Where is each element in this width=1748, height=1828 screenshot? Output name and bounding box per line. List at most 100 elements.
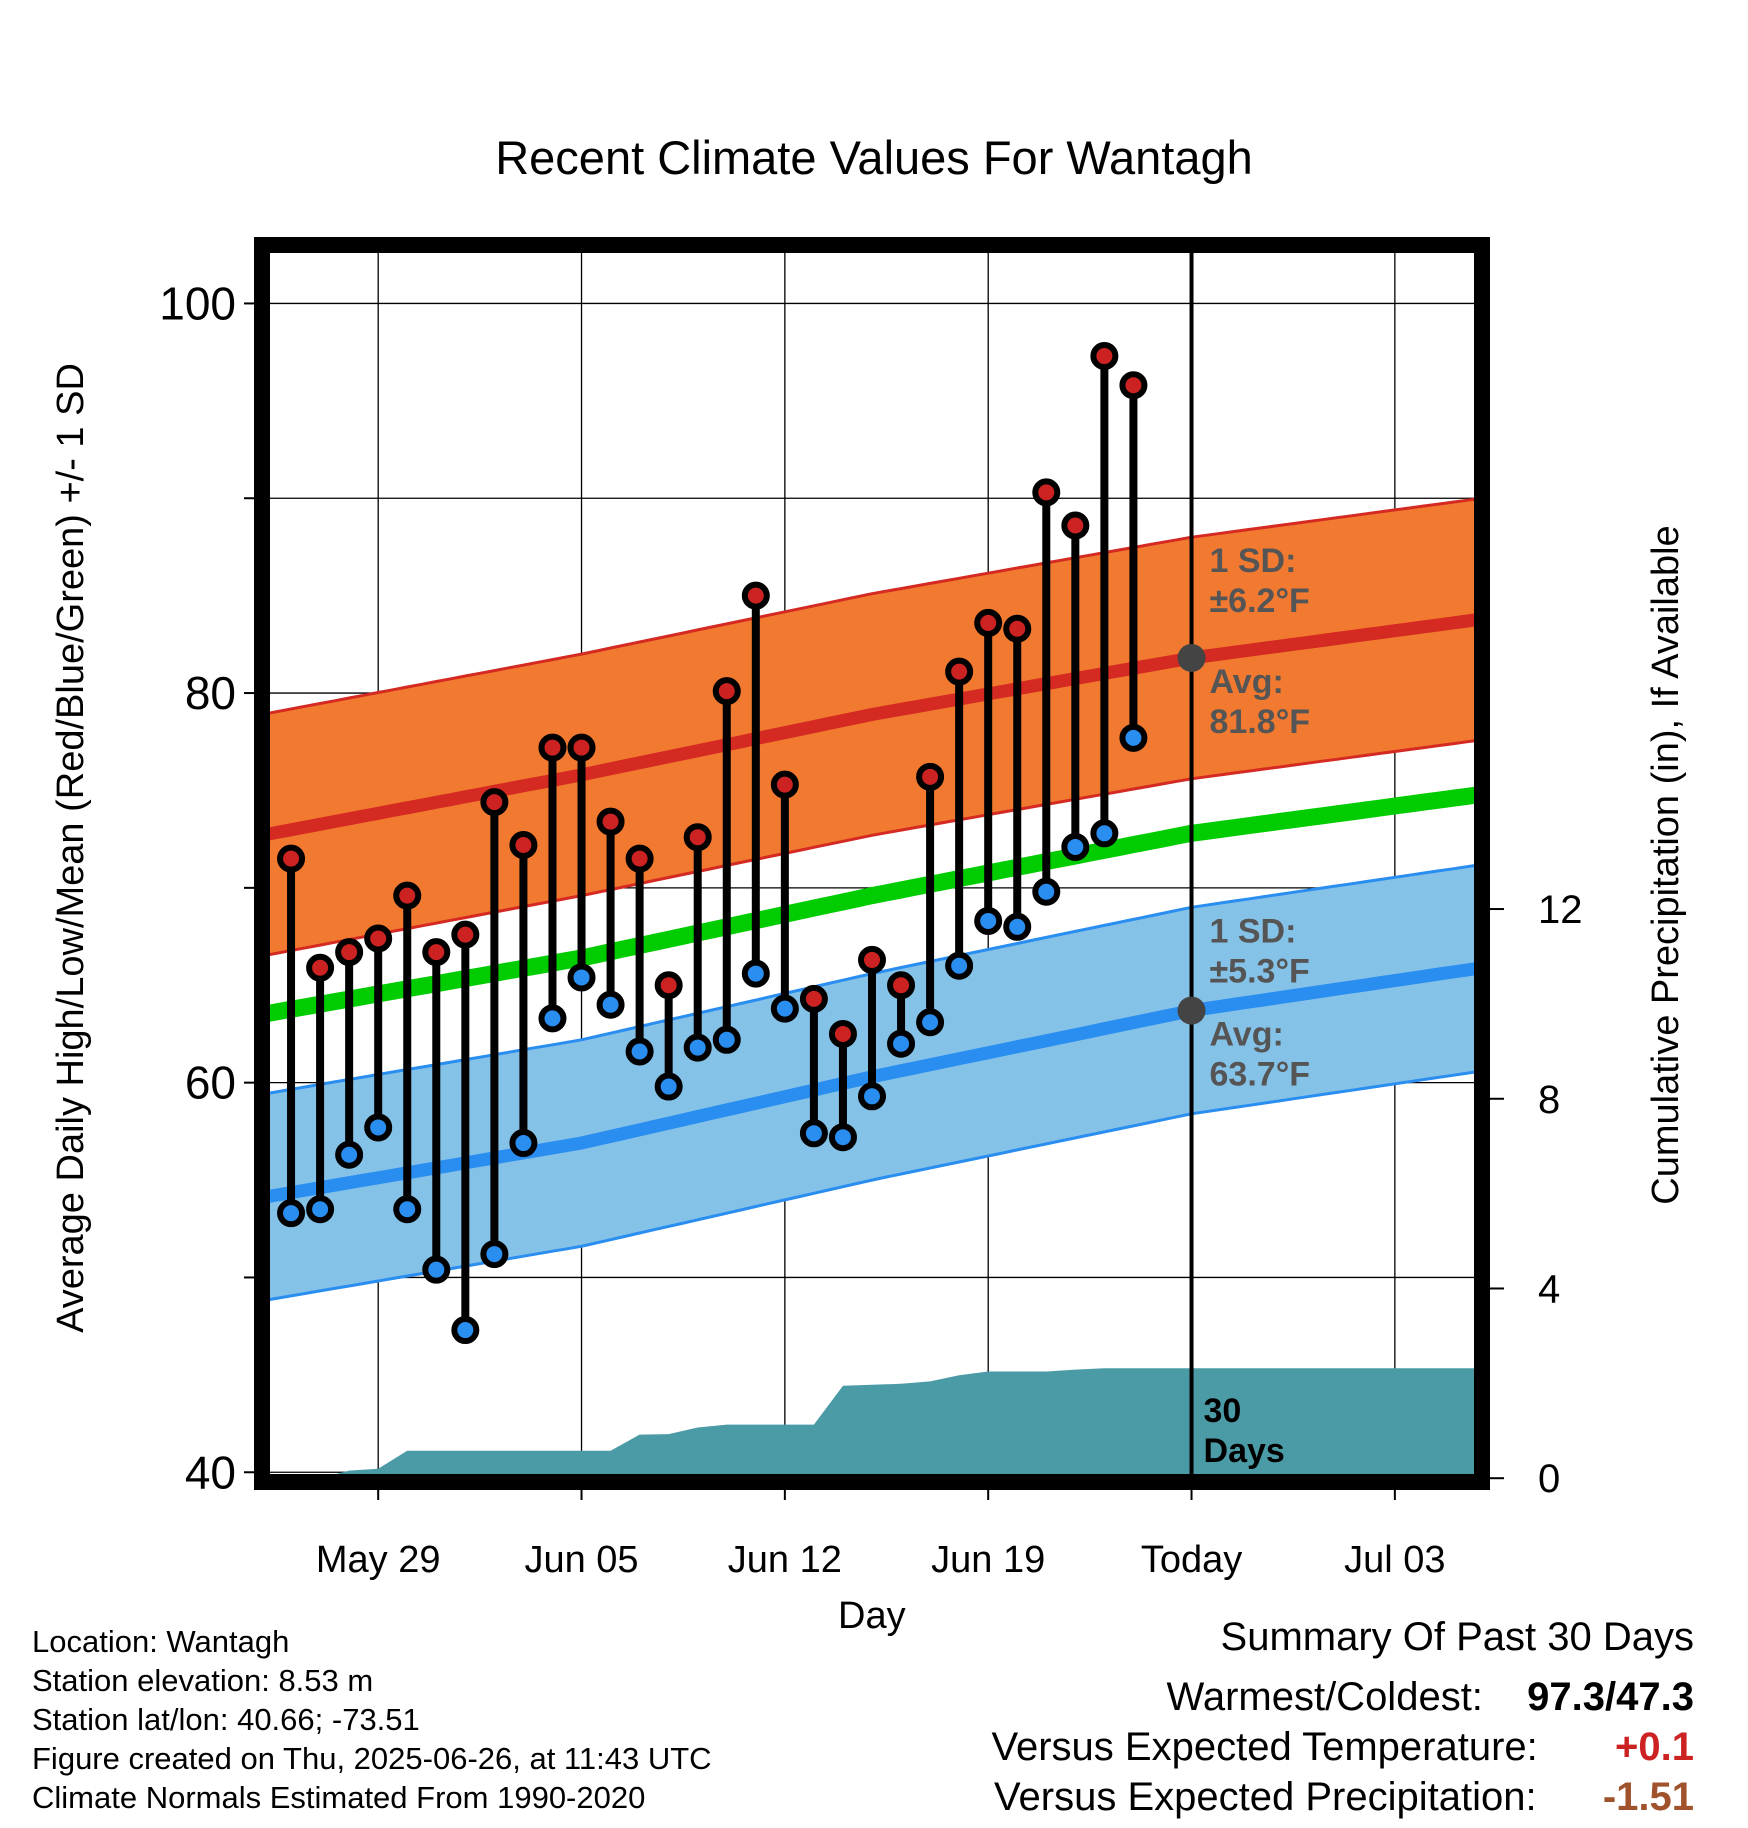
info-elevation: Station elevation: 8.53 m: [32, 1663, 374, 1698]
daily-high-marker: [683, 823, 712, 852]
daily-low-marker: [916, 1008, 945, 1037]
daily-low-marker: [1090, 819, 1119, 848]
daily-high-marker: [538, 733, 567, 762]
low-avg-today-dot: [1177, 996, 1206, 1025]
daily-low-marker: [799, 1119, 828, 1148]
daily-low-marker: [828, 1123, 857, 1152]
daily-low-marker: [1003, 912, 1032, 941]
x-tick-label: Today: [1141, 1539, 1242, 1581]
info-latlon: Station lat/lon: 40.66; -73.51: [32, 1702, 420, 1737]
daily-low-marker: [277, 1199, 306, 1228]
daily-high-marker: [712, 677, 741, 706]
daily-high-marker: [625, 844, 654, 873]
temp-anomaly-value: +0.1: [1615, 1725, 1694, 1769]
daily-high-marker: [393, 881, 422, 910]
daily-low-marker: [945, 951, 974, 980]
daily-high-marker: [596, 807, 625, 836]
chart-title: Recent Climate Values For Wantagh: [495, 131, 1253, 184]
daily-high-marker: [509, 830, 538, 859]
precip-area: [291, 1368, 1482, 1479]
summary-title: Summary Of Past 30 Days: [1220, 1615, 1694, 1659]
daily-low-marker: [451, 1316, 480, 1345]
daily-low-marker: [393, 1195, 422, 1224]
daily-low-marker: [1119, 723, 1148, 752]
daily-low-marker: [741, 959, 770, 988]
x-tick-label: Jul 03: [1344, 1539, 1445, 1581]
info-created: Figure created on Thu, 2025-06-26, at 11…: [32, 1741, 712, 1776]
low-avg-value: 63.7°F: [1210, 1056, 1311, 1094]
low-sd-value: ±5.3°F: [1210, 952, 1310, 990]
x-axis-label: Day: [838, 1595, 906, 1637]
high-sd-label: 1 SD:: [1210, 542, 1297, 580]
daily-high-marker: [1090, 342, 1119, 371]
daily-high-marker: [422, 938, 451, 967]
daily-high-marker: [828, 1019, 857, 1048]
daily-high-marker: [741, 581, 770, 610]
daily-high-marker: [799, 984, 828, 1013]
y2-axis-label: Cumulative Precipitation (in), If Availa…: [1645, 525, 1687, 1204]
warmest-coldest-label: Warmest/Coldest:: [1166, 1675, 1483, 1719]
daily-high-marker: [1032, 478, 1061, 507]
info-location: Location: Wantagh: [32, 1624, 290, 1659]
y2-tick-label: 8: [1538, 1078, 1560, 1122]
precip-anomaly-label: Versus Expected Precipitation:: [994, 1775, 1537, 1819]
y2-tick-label: 0: [1538, 1457, 1560, 1501]
y-tick-label: 80: [185, 667, 236, 719]
daily-high-marker: [480, 788, 509, 817]
high-sd-band: [262, 498, 1482, 956]
daily-high-marker: [945, 657, 974, 686]
daily-low-marker: [567, 963, 596, 992]
y-axis-label: Average Daily High/Low/Mean (Red/Blue/Gr…: [50, 363, 92, 1333]
summary-warmest-coldest: Warmest/Coldest: 97.3/47.3: [1167, 1675, 1694, 1720]
daily-low-marker: [422, 1255, 451, 1284]
daily-high-marker: [306, 953, 335, 982]
daily-low-marker: [683, 1033, 712, 1062]
daily-high-marker: [335, 938, 364, 967]
days-count-label: 30: [1204, 1392, 1242, 1430]
daily-low-marker: [974, 906, 1003, 935]
daily-low-marker: [538, 1004, 567, 1033]
high-avg-value: 81.8°F: [1210, 703, 1311, 741]
low-sd-label: 1 SD:: [1210, 912, 1297, 950]
daily-low-marker: [335, 1140, 364, 1169]
y-tick-label: 60: [185, 1057, 236, 1109]
daily-low-marker: [509, 1129, 538, 1158]
precip-anomaly-value: -1.51: [1602, 1775, 1694, 1819]
daily-low-marker: [1061, 832, 1090, 861]
daily-high-marker: [887, 971, 916, 1000]
daily-low-marker: [770, 994, 799, 1023]
info-normals: Climate Normals Estimated From 1990-2020: [32, 1780, 646, 1815]
y-tick-label: 100: [159, 277, 236, 329]
temp-anomaly-label: Versus Expected Temperature:: [991, 1725, 1538, 1769]
daily-high-marker: [654, 971, 683, 1000]
y2-tick-label: 4: [1538, 1267, 1560, 1311]
days-word-label: Days: [1204, 1432, 1285, 1470]
daily-high-marker: [858, 945, 886, 974]
daily-high-marker: [567, 733, 596, 762]
plot-frame: [254, 237, 1490, 1490]
x-tick-label: Jun 12: [728, 1539, 842, 1581]
low-avg-label: Avg:: [1210, 1016, 1284, 1054]
daily-high-marker: [277, 844, 306, 873]
x-tick-label: Jun 19: [931, 1539, 1045, 1581]
daily-low-marker: [364, 1113, 393, 1142]
daily-low-marker: [1032, 877, 1061, 906]
high-sd-lower-edge: [262, 738, 1482, 958]
high-avg-label: Avg:: [1210, 663, 1284, 701]
daily-high-marker: [1119, 371, 1148, 400]
high-sd-value: ±6.2°F: [1210, 582, 1310, 620]
y-tick-label: 40: [185, 1446, 236, 1498]
summary-precip-anomaly: Versus Expected Precipitation: -1.51: [994, 1775, 1694, 1820]
high-avg-today-dot: [1177, 643, 1206, 672]
daily-high-marker: [1003, 614, 1032, 643]
daily-high-marker: [770, 770, 799, 799]
x-tick-label: May 29: [316, 1539, 441, 1581]
daily-high-marker: [364, 924, 393, 953]
plot-inner: [262, 245, 1482, 1482]
daily-high-marker: [451, 920, 480, 949]
warmest-coldest-value: 97.3/47.3: [1527, 1675, 1694, 1719]
daily-low-marker: [306, 1195, 335, 1224]
high-avg-line: [262, 612, 1482, 842]
